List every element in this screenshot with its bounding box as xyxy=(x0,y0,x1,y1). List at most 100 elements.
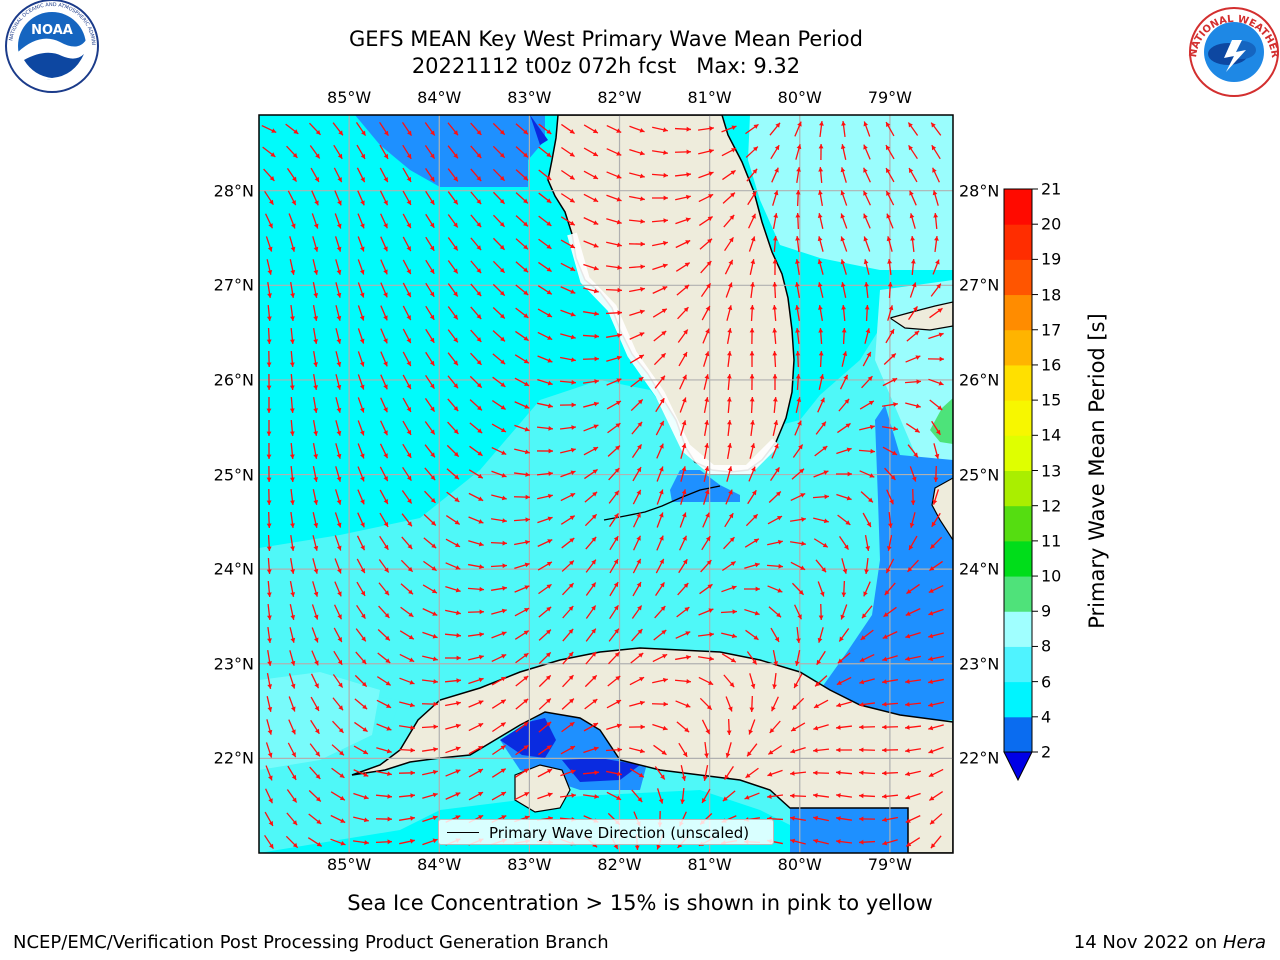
wave-direction-arrow xyxy=(859,678,875,685)
wave-direction-arrow xyxy=(537,331,553,341)
wave-direction-arrow xyxy=(677,582,689,596)
colorbar-tick-label: 2 xyxy=(1041,742,1052,762)
wave-direction-arrow xyxy=(796,626,801,644)
wave-direction-arrow xyxy=(447,122,459,136)
wave-direction-arrow xyxy=(470,260,482,274)
wave-direction-arrow xyxy=(767,539,783,546)
wave-direction-arrow xyxy=(492,376,506,388)
wave-direction-arrow xyxy=(538,721,552,733)
wave-direction-arrow xyxy=(332,674,344,688)
wave-direction-arrow xyxy=(288,213,296,229)
wave-direction-arrow xyxy=(629,309,645,316)
wave-direction-arrow xyxy=(267,649,272,667)
wave-direction-arrow xyxy=(905,815,921,823)
wave-direction-arrow xyxy=(290,465,295,483)
wave-direction-arrow xyxy=(492,214,506,228)
wave-direction-arrow xyxy=(795,235,800,253)
wave-direction-arrow xyxy=(629,148,645,156)
colorbar-band xyxy=(1004,400,1032,436)
florida-keys xyxy=(603,485,721,521)
wave-direction-arrow xyxy=(887,258,892,276)
wave-direction-arrow xyxy=(266,304,272,322)
wave-direction-arrow xyxy=(606,723,622,730)
wave-direction-arrow xyxy=(335,420,342,436)
coastal-halo-florida xyxy=(567,232,780,475)
wave-direction-arrow xyxy=(632,466,642,482)
wave-direction-arrow xyxy=(606,400,622,410)
wave-direction-arrow xyxy=(674,172,692,177)
wave-direction-arrow xyxy=(585,651,597,665)
wave-direction-arrow xyxy=(838,535,850,551)
wave-direction-arrow xyxy=(398,770,416,776)
colorbar-band xyxy=(1004,646,1032,683)
wave-direction-arrow xyxy=(772,420,779,436)
wave-direction-arrow xyxy=(860,491,874,503)
wave-direction-arrow xyxy=(629,332,645,340)
wave-direction-arrow xyxy=(492,168,506,182)
wave-direction-arrow xyxy=(376,747,392,754)
wave-direction-arrow xyxy=(445,585,461,593)
wave-direction-arrow xyxy=(537,768,553,778)
wave-direction-arrow xyxy=(399,677,415,685)
lon-tick-bottom: 83°W xyxy=(507,855,552,874)
wave-direction-arrow xyxy=(723,674,735,688)
wave-direction-arrow xyxy=(812,494,830,500)
wave-direction-arrow xyxy=(266,719,273,735)
colorbar-band xyxy=(1004,329,1032,366)
wave-direction-arrow xyxy=(628,219,646,224)
wave-direction-arrow xyxy=(815,421,827,435)
wave-direction-arrow xyxy=(582,333,600,339)
wave-direction-arrow xyxy=(726,305,733,321)
wave-direction-arrow xyxy=(561,721,575,733)
wave-direction-arrow xyxy=(333,144,343,160)
wave-direction-arrow xyxy=(721,147,737,157)
wave-direction-arrow xyxy=(398,747,416,753)
wave-direction-arrow xyxy=(794,282,801,298)
wave-direction-arrow xyxy=(748,466,756,482)
wave-direction-arrow xyxy=(402,328,412,344)
wave-direction-arrow xyxy=(909,190,917,206)
wave-direction-arrow xyxy=(331,767,345,779)
wave-direction-arrow xyxy=(380,328,388,344)
wave-direction-arrow xyxy=(447,237,459,251)
wave-direction-arrow xyxy=(289,627,296,643)
wave-direction-arrow xyxy=(887,281,893,299)
wave-direction-arrow xyxy=(725,282,733,298)
wave-direction-arrow xyxy=(537,355,553,363)
wave-direction-arrow xyxy=(909,512,916,528)
wave-direction-arrow xyxy=(561,537,575,549)
wave-direction-arrow xyxy=(840,604,848,620)
wave-direction-arrow xyxy=(562,628,574,642)
wave-direction-arrow xyxy=(789,771,807,776)
wave-direction-arrow xyxy=(818,190,823,206)
wave-direction-arrow xyxy=(356,144,366,160)
wave-direction-arrow xyxy=(721,125,737,133)
wave-direction-arrow xyxy=(772,304,778,322)
wave-direction-arrow xyxy=(470,306,482,320)
wave-direction-arrow xyxy=(468,722,484,732)
wave-direction-arrow xyxy=(749,673,756,689)
wave-direction-arrow xyxy=(655,397,665,413)
wave-direction-arrow xyxy=(515,192,529,204)
wave-direction-arrow xyxy=(750,419,755,437)
wave-direction-arrow xyxy=(447,352,459,366)
wave-direction-arrow xyxy=(928,378,944,386)
wave-direction-arrow xyxy=(882,377,898,387)
wave-direction-arrow xyxy=(262,146,276,158)
wave-direction-arrow xyxy=(608,490,620,504)
wave-direction-arrow xyxy=(560,769,576,777)
wave-direction-arrow xyxy=(467,586,485,592)
wave-direction-arrow xyxy=(703,466,710,482)
wave-direction-arrow xyxy=(818,350,824,368)
wave-direction-arrow xyxy=(332,122,344,136)
wave-direction-arrow xyxy=(654,605,666,619)
wave-direction-arrow xyxy=(720,609,738,615)
wave-direction-arrow xyxy=(561,146,575,158)
wave-direction-arrow xyxy=(932,167,940,183)
wave-direction-arrow xyxy=(790,838,806,845)
wave-direction-arrow xyxy=(399,630,415,640)
very-low-period-1 xyxy=(500,718,556,758)
wave-direction-arrow xyxy=(311,650,319,666)
title-line-1: GEFS MEAN Key West Primary Wave Mean Per… xyxy=(349,27,863,51)
wave-direction-arrow xyxy=(629,286,645,293)
